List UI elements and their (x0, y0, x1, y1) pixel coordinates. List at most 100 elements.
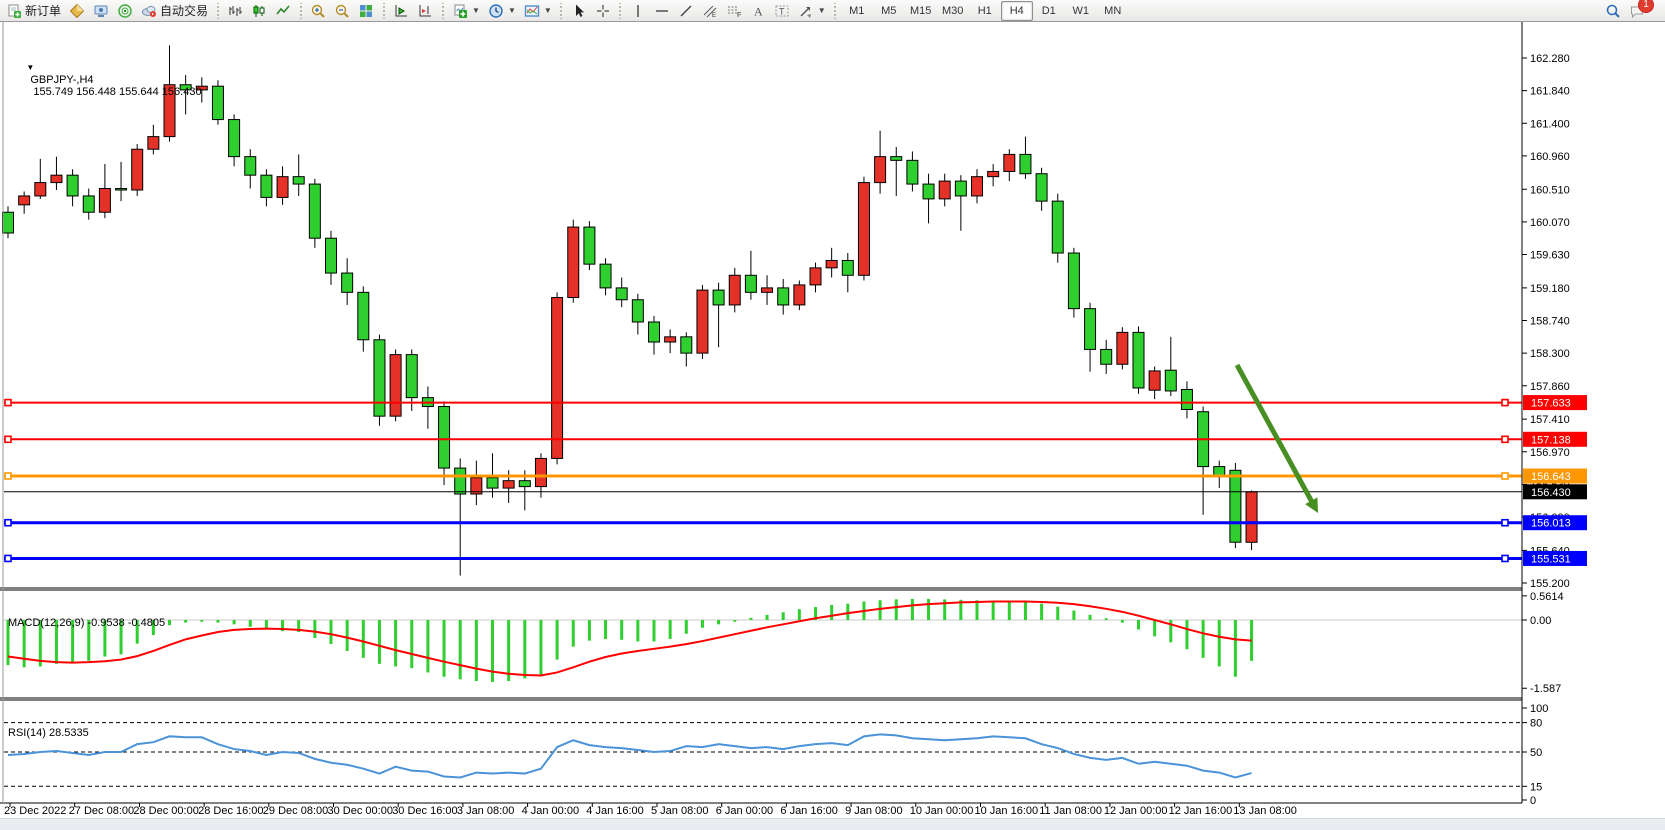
dropdown-caret-icon[interactable]: ▼ (507, 6, 516, 15)
hline-handle[interactable] (1501, 435, 1509, 444)
timeframe-d1[interactable]: D1 (1041, 4, 1056, 17)
timeframe-m15[interactable]: M15 (910, 4, 932, 17)
hline-handle[interactable] (4, 398, 12, 407)
timeframe-mn[interactable]: MN (1104, 4, 1122, 17)
hline-handle[interactable] (1501, 554, 1509, 563)
text-label-button[interactable]: T (770, 0, 794, 22)
data-window-button[interactable] (65, 0, 89, 22)
candle (228, 119, 241, 158)
macd-bar (1217, 620, 1221, 667)
hline-handle[interactable] (4, 435, 12, 444)
search-button[interactable] (1601, 0, 1625, 22)
price-tick: 162.280 (1530, 53, 1570, 65)
macd-bar (943, 599, 947, 620)
periods-button[interactable]: ▼ (484, 0, 520, 22)
chart-shift-icon (417, 3, 433, 19)
equidistant-channel-button[interactable]: E (698, 0, 722, 22)
timeframe-w1[interactable]: W1 (1072, 4, 1089, 17)
chat-button[interactable]: 1 (1625, 0, 1663, 22)
candle (938, 180, 951, 200)
hline-handle[interactable] (1501, 472, 1509, 480)
dropdown-caret-icon[interactable]: ▼ (472, 6, 480, 15)
macd-bar (765, 614, 769, 620)
horizontal-line-button[interactable] (650, 0, 674, 22)
template-icon (524, 3, 540, 19)
crosshair-button[interactable] (591, 0, 615, 22)
signals-button[interactable] (113, 0, 137, 22)
auto-trading-button[interactable]: 自动交易 (137, 0, 212, 22)
hline-handle[interactable] (4, 554, 12, 563)
tile-windows-button[interactable] (354, 0, 378, 22)
macd-tick: 0.00 (1530, 615, 1551, 627)
candle (906, 159, 919, 185)
hline-icon (654, 3, 670, 19)
crosshair-icon (595, 3, 611, 19)
bar-chart-icon (227, 3, 243, 19)
chart-canvas[interactable]: 162.280 161.840 161.400 160.960 160.510 160.0… (0, 22, 1665, 818)
arrows-button[interactable]: ▼ (794, 0, 830, 22)
candle (502, 480, 515, 489)
candle (987, 170, 1000, 178)
timeframe-h1[interactable]: H1 (977, 4, 992, 17)
macd-bar (1137, 620, 1140, 630)
candle (841, 259, 854, 276)
text-button[interactable]: A (746, 0, 770, 22)
dropdown-caret-icon[interactable]: ▼ (817, 6, 826, 15)
zoom-out-button[interactable] (330, 0, 354, 22)
auto-scroll-button[interactable] (389, 0, 413, 22)
macd-bar (991, 600, 995, 620)
line-chart-button[interactable] (271, 0, 295, 22)
timeframe-m1[interactable]: M1 (849, 4, 865, 17)
price-tick: 161.840 (1530, 86, 1570, 98)
candle (98, 188, 111, 213)
candle (1213, 466, 1226, 476)
hline-handle[interactable] (1501, 398, 1509, 407)
symbol-dropdown-icon[interactable]: ▼ (26, 63, 35, 72)
chart-area[interactable]: ▼ GBPJPY-,H4 155.749 156.448 155.644 156… (0, 22, 1665, 818)
macd-bar (135, 620, 139, 644)
timeframe-h4[interactable]: H4 (1000, 0, 1033, 21)
candle (195, 85, 208, 91)
dropdown-caret-icon[interactable]: ▼ (543, 6, 552, 15)
indicators-button[interactable]: ▼ (448, 0, 484, 22)
macd-bar (539, 620, 543, 676)
tile-windows-icon (358, 3, 374, 19)
bar-chart-button[interactable] (223, 0, 247, 22)
zoom-in-button[interactable] (306, 0, 330, 22)
candle (1035, 173, 1048, 202)
trend-arrow-head[interactable] (1305, 497, 1318, 513)
templates-button[interactable]: ▼ (520, 0, 556, 22)
new-order-button[interactable]: 新订单 (2, 0, 65, 22)
candle (276, 176, 289, 198)
macd-bar (894, 599, 898, 620)
macd-bar (426, 620, 430, 673)
timeframe-m30[interactable]: M30 (942, 4, 964, 17)
hline-handle[interactable] (4, 518, 12, 527)
candle (664, 336, 677, 343)
chart-header: ▼ GBPJPY-,H4 155.749 156.448 155.644 156… (8, 50, 201, 110)
candle (825, 259, 838, 269)
time-tick-label: 28 Dec 16:00 (198, 805, 263, 817)
toolbar-separator (440, 2, 446, 19)
trendline-button[interactable] (674, 0, 698, 22)
candlestick-chart-button[interactable] (247, 0, 271, 22)
candle (1051, 200, 1064, 254)
fibonacci-button[interactable]: F (722, 0, 746, 22)
hline-handle[interactable] (4, 472, 12, 480)
community-button[interactable] (89, 0, 113, 22)
chart-shift-button[interactable] (413, 0, 437, 22)
price-tick: 159.180 (1530, 283, 1570, 295)
macd-bar (668, 620, 672, 639)
chart-background[interactable] (0, 22, 1665, 818)
hline-handle[interactable] (1501, 518, 1509, 527)
macd-tick: -1.587 (1530, 683, 1561, 695)
price-label-box (1523, 484, 1587, 500)
rsi-tick: 50 (1530, 747, 1542, 759)
trend-arrow[interactable] (1234, 363, 1316, 506)
timeframe-m5[interactable]: M5 (881, 4, 897, 17)
cursor-button[interactable] (567, 0, 591, 22)
vertical-line-button[interactable] (626, 0, 650, 22)
candle (793, 284, 806, 306)
macd-bar (184, 620, 188, 623)
candle (34, 182, 47, 197)
